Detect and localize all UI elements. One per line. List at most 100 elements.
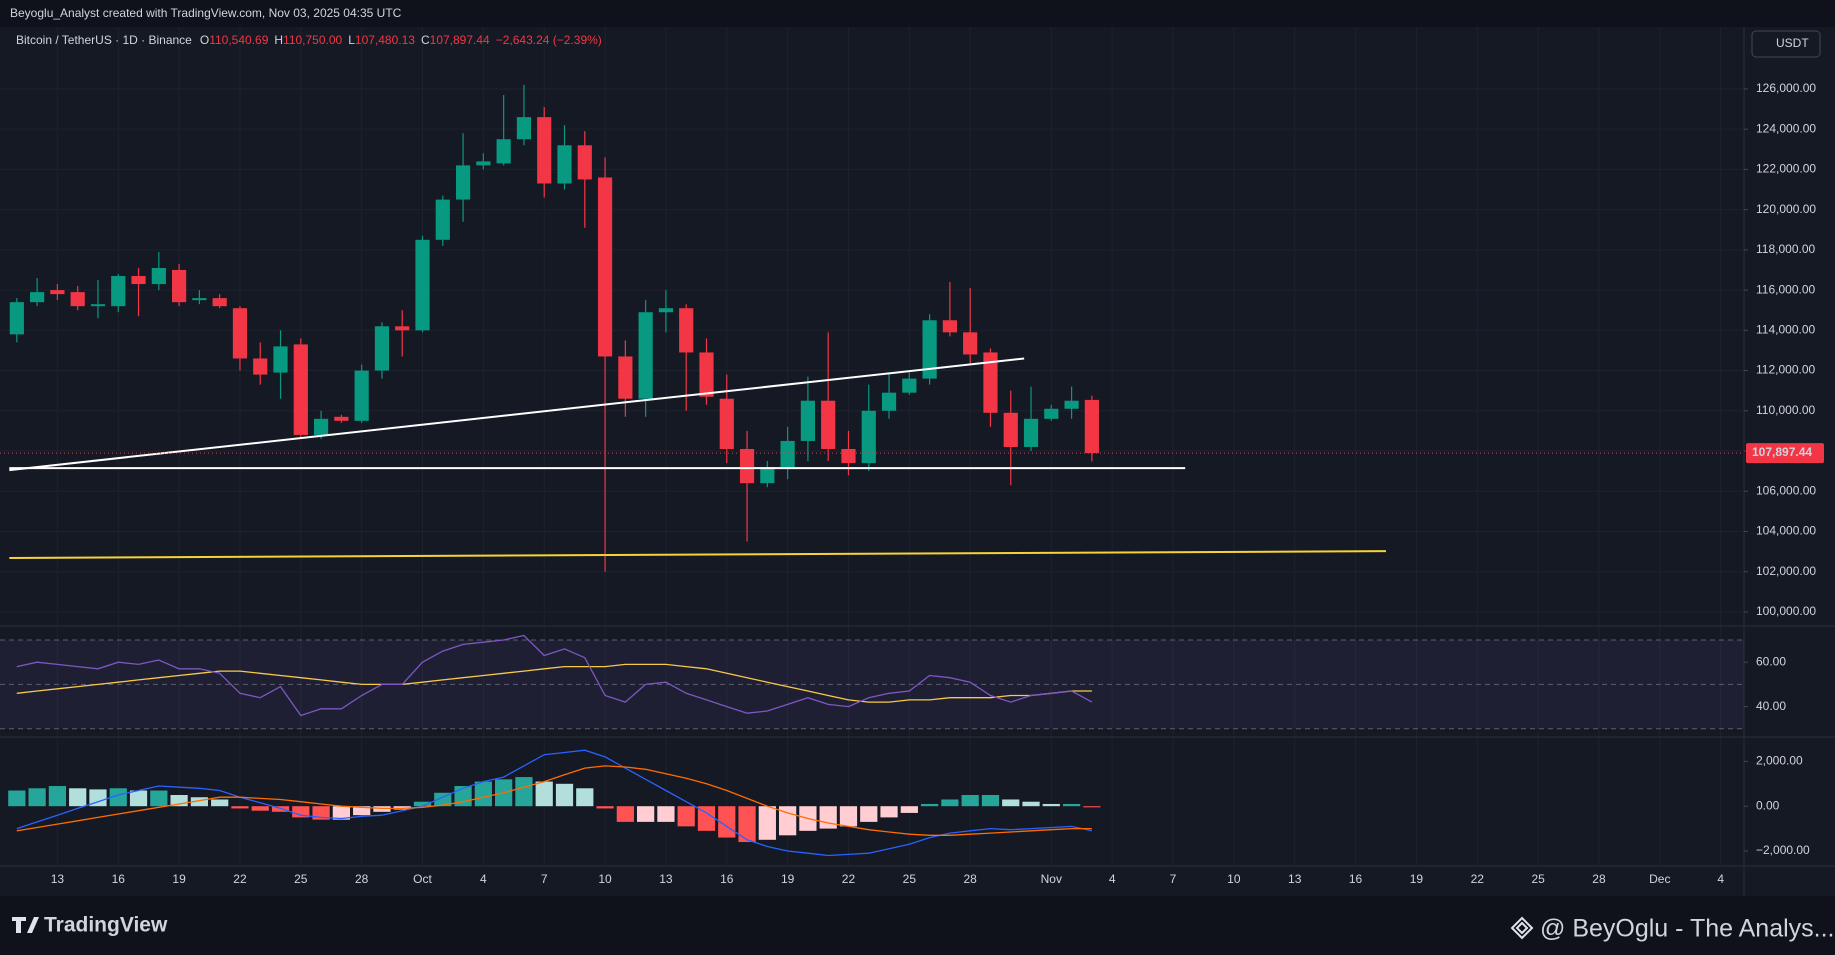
candle-body	[1064, 400, 1079, 409]
x-tick-label: 7	[1170, 872, 1177, 886]
macd-histogram-bar	[89, 789, 107, 807]
macd-histogram-bar	[129, 790, 148, 807]
candle-body	[9, 302, 24, 335]
candle-body	[821, 400, 836, 449]
x-tick-label: Nov	[1041, 872, 1062, 886]
macd-histogram-bar	[474, 781, 492, 807]
candle-body	[111, 276, 126, 307]
macd-histogram-bar	[555, 783, 574, 807]
x-tick-label: 28	[963, 872, 977, 886]
macd-histogram-bar	[697, 806, 716, 831]
currency-button[interactable]	[1751, 30, 1821, 58]
x-tick-label: 16	[720, 872, 734, 886]
x-tick-label: 7	[541, 872, 548, 886]
macd-histogram-bar	[657, 806, 675, 822]
x-tick-label: 13	[1288, 872, 1302, 886]
x-tick-label: 25	[1531, 872, 1545, 886]
macd-histogram-bar	[332, 806, 350, 820]
candle-body	[1084, 399, 1099, 454]
macd-histogram-bar	[535, 781, 553, 807]
x-tick-label: 10	[598, 872, 612, 886]
candle-body	[597, 177, 613, 357]
macd-histogram-bar	[941, 799, 959, 807]
macd-histogram-bar	[1022, 801, 1040, 807]
macd-histogram-bar	[69, 788, 87, 807]
candle-body	[537, 117, 552, 184]
macd-histogram-bar	[109, 788, 127, 807]
panes: 13 16 19 22 25 28 Oct 4 7 10 13 16 19 22 25 28 Nov 4 7 10 13…	[0, 27, 1835, 896]
macd-histogram-bar	[880, 806, 898, 818]
y-tick-label: 40.00	[1756, 699, 1786, 713]
candle-body	[800, 400, 816, 441]
candle-body	[841, 448, 856, 464]
legend-value: 110,540.69	[209, 33, 268, 47]
macd-histogram-bar	[961, 795, 979, 807]
legend-value: 110,750.00	[283, 33, 342, 47]
macd-histogram-bar	[860, 806, 878, 822]
candle-body	[192, 298, 207, 301]
macd-histogram-bar	[353, 806, 371, 816]
header-bar	[0, 0, 1835, 27]
macd-histogram-bar	[413, 801, 432, 807]
candle-body	[942, 320, 957, 333]
candle-body	[780, 440, 795, 468]
y-tick-label: −2,000.00	[1756, 843, 1810, 857]
macd-histogram-bar	[251, 806, 269, 811]
candle-body	[1003, 412, 1018, 447]
last-price-box	[1746, 443, 1824, 464]
x-tick-label: 16	[1349, 872, 1363, 886]
candle-body	[334, 416, 349, 421]
candle-body	[658, 308, 674, 313]
y-tick-label: 104,000.00	[1756, 524, 1816, 538]
x-tick-label: 19	[172, 872, 186, 886]
x-tick-label: 4	[480, 872, 487, 886]
currency-label: USDT	[1776, 36, 1809, 50]
x-tick-label: 19	[781, 872, 795, 886]
macd-line	[16, 749, 1093, 857]
candle-body	[395, 326, 410, 331]
candle-body	[151, 267, 166, 285]
y-tick-label: 106,000.00	[1756, 483, 1816, 497]
legend-value: 107,897.44	[430, 33, 490, 47]
macd-histogram-bar	[292, 806, 310, 818]
x-tick-label: 19	[1410, 872, 1424, 886]
candle-body	[638, 312, 653, 399]
candle-body	[70, 292, 85, 307]
macd-histogram-bar	[1062, 803, 1081, 807]
legend-change: −2,643.24 (−2.39%)	[496, 33, 602, 47]
macd-histogram-bar	[758, 806, 776, 840]
x-tick-label: 16	[112, 872, 126, 886]
x-tick-label: 22	[1471, 872, 1485, 886]
rsi-line	[16, 663, 1092, 703]
macd-histogram-bar	[434, 792, 452, 807]
candle-body	[719, 398, 734, 449]
legend: Bitcoin / TetherUS · 1D · Binance O110,54…	[16, 33, 602, 47]
x-tick-label: 25	[294, 872, 308, 886]
macd-histogram-bar	[637, 806, 655, 822]
candle-body	[699, 352, 714, 397]
macd-histogram-bar	[8, 790, 26, 807]
x-tick-label: 25	[903, 872, 917, 886]
candle-body	[131, 276, 146, 285]
x-tick-label: 10	[1227, 872, 1241, 886]
y-tick-label: 0.00	[1756, 798, 1780, 812]
candle-body	[293, 344, 308, 435]
candle-body	[902, 378, 917, 393]
x-tick-label: 22	[233, 872, 247, 886]
y-tick-label: 102,000.00	[1756, 564, 1816, 578]
x-tick-label: 4	[1717, 872, 1724, 886]
macd-histogram-bar	[515, 777, 533, 807]
watermark: @ BeyOglu - The Analys...	[1540, 915, 1835, 943]
y-tick-label: 118,000.00	[1756, 242, 1815, 256]
candle-body	[922, 320, 937, 379]
candle-body	[172, 269, 187, 303]
legend-key: L	[348, 33, 355, 47]
y-tick-label: 120,000.00	[1756, 202, 1816, 216]
y-tick-label: 100,000.00	[1756, 604, 1816, 618]
header-text: Beyoglu_Analyst created with TradingView…	[10, 6, 402, 20]
rsi-line	[16, 634, 1093, 717]
candle-body	[1044, 408, 1059, 419]
brand-name: TradingView	[44, 914, 168, 937]
candle-body	[273, 346, 288, 373]
candle-body	[212, 298, 227, 307]
